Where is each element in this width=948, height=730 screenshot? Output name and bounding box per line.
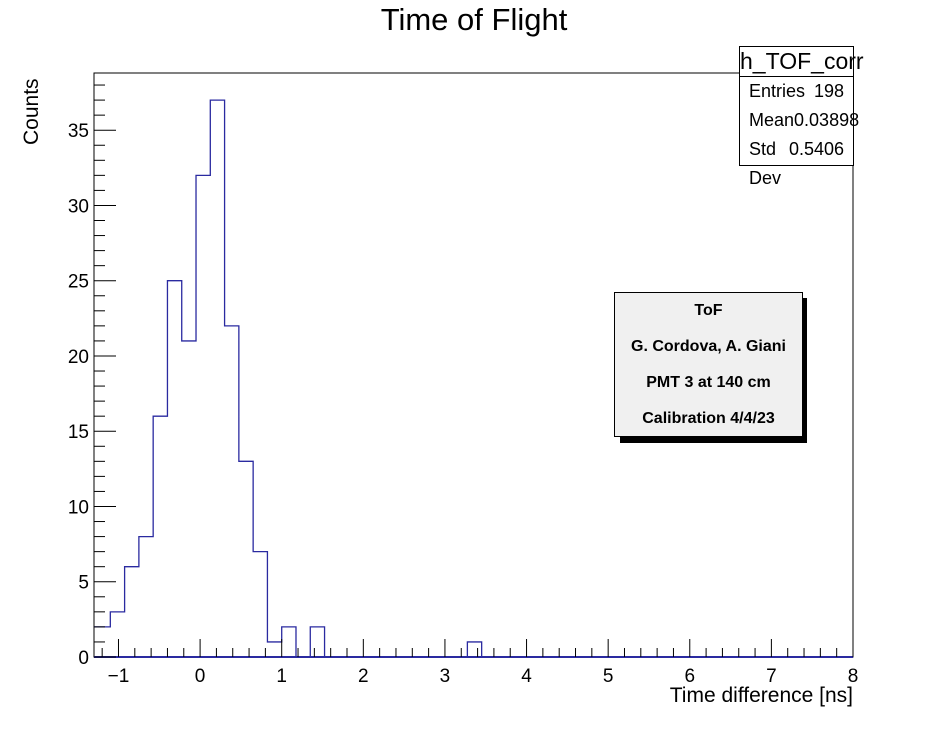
stats-row-mean: Mean 0.03898 (740, 106, 859, 135)
histogram-bin (267, 642, 281, 657)
histogram-bin (225, 326, 239, 657)
histogram-bin (467, 642, 481, 657)
stats-histogram-name: h_TOF_corr (740, 47, 864, 77)
histogram-bin (282, 627, 296, 657)
stats-value: 0.5406 (788, 139, 844, 159)
y-tick-label: 30 (68, 196, 89, 217)
histogram-bin (125, 567, 139, 657)
stats-value: 198 (813, 81, 844, 101)
x-tick-label: 7 (766, 666, 777, 687)
y-tick-label: 0 (78, 648, 89, 669)
histogram-bin (253, 552, 267, 657)
histogram-bin (239, 461, 253, 657)
annotation-line: G. Cordova, A. Giani (631, 338, 786, 355)
y-tick-label: 35 (68, 121, 89, 142)
histogram-bin (196, 175, 210, 657)
x-tick-label: −1 (108, 666, 130, 687)
stats-label: Entries (749, 81, 806, 101)
histogram-bin (310, 627, 324, 657)
x-tick-label: 4 (521, 666, 532, 687)
annotation-line: ToF (694, 302, 723, 319)
y-tick-label: 10 (68, 497, 89, 518)
x-tick-label: 5 (603, 666, 614, 687)
histogram-bin (167, 281, 181, 657)
histogram-bin (182, 341, 196, 657)
x-tick-label: 2 (358, 666, 369, 687)
stats-value: 0.03898 (794, 110, 860, 130)
y-tick-label: 5 (78, 573, 89, 594)
y-tick-label: 20 (68, 347, 89, 368)
stats-box: h_TOF_corr Entries 198 Mean 0.03898 Std … (739, 46, 864, 188)
stats-label: Mean (749, 110, 795, 130)
stats-row-entries: Entries 198 (740, 77, 853, 106)
histogram-bin (110, 612, 124, 657)
x-axis-label: Time difference [ns] (669, 684, 853, 707)
histogram-bin (153, 416, 167, 657)
x-tick-label: 1 (276, 666, 287, 687)
annotation-box: ToF G. Cordova, A. Giani PMT 3 at 140 cm… (614, 292, 803, 437)
stats-label: Std Dev (749, 139, 782, 188)
histogram-bin (139, 537, 153, 657)
x-tick-label: 6 (684, 666, 695, 687)
x-tick-label: 3 (440, 666, 451, 687)
histogram-bin (210, 100, 224, 657)
chart-title: Time of Flight (380, 2, 568, 37)
x-tick-label: 0 (195, 666, 206, 687)
annotation-line: PMT 3 at 140 cm (646, 374, 771, 391)
annotation-line: Calibration 4/4/23 (642, 410, 775, 427)
stats-row-stddev: Std Dev 0.5406 (740, 135, 853, 188)
x-tick-label: 8 (848, 666, 859, 687)
y-tick-label: 15 (68, 422, 89, 443)
y-tick-label: 25 (68, 272, 89, 293)
